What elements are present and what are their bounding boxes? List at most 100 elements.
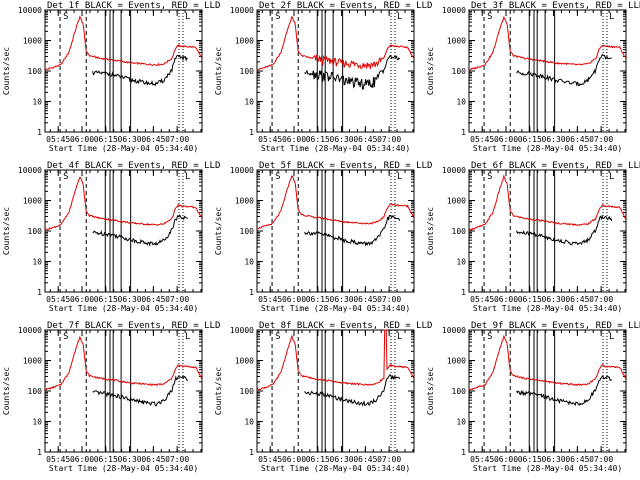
x-tick-label: 06:00 [494,455,518,464]
panel-9: Det_9f BLACK = Events, RED = LLD 1 10 100 10… [426,321,640,473]
x-tick-label: 05:45 [258,455,282,464]
y-tick-label: 1000 [235,357,254,366]
x-tick-label: 06:30 [118,135,142,144]
x-tick-label: 06:15 [94,295,118,304]
panel-6: Det_6f BLACK = Events, RED = LLD 1 10 100 10… [426,161,640,313]
y-tick-label: 1 [249,448,254,457]
series-black-events [92,374,189,407]
x-tick-label: 05:45 [470,135,494,144]
marker-l: L [609,172,614,182]
plot-frame [256,9,415,133]
x-tick-label: 07:00 [589,135,613,144]
y-tick-label: 1 [249,288,254,297]
x-tick-label: 06:45 [141,135,165,144]
marker-l: L [185,12,190,22]
y-tick-label: 100 [28,227,43,236]
series-black-events [304,54,401,90]
x-tick-label: 06:30 [118,455,142,464]
x-tick-label: 05:45 [46,295,70,304]
plot-frame [44,169,203,293]
x-axis-title: Start Time (28-May-04 05:34:40) [261,304,410,313]
y-tick-label: 10 [244,258,254,267]
x-tick-label: 06:45 [353,135,377,144]
marker-s: S [275,332,280,342]
y-tick-label: 1 [461,448,466,457]
x-tick-label: 06:30 [542,455,566,464]
marker-s: S [487,172,492,182]
y-axis-title: Counts/sec [214,367,223,415]
panel-title: Det_4f BLACK = Events, RED = LLD [47,161,220,171]
x-tick-label: 05:45 [470,295,494,304]
x-tick-label: 06:30 [330,455,354,464]
panel-title: Det_8f BLACK = Events, RED = LLD [259,321,432,331]
plot-frame [44,329,203,453]
x-tick-label: 07:00 [589,455,613,464]
plot-frame [468,329,627,453]
y-tick-label: 100 [28,67,43,76]
y-tick-label: 1000 [447,197,466,206]
y-axis-title: Counts/sec [2,207,11,255]
series-red-lld [256,329,415,391]
y-axis-title: Counts/sec [214,207,223,255]
x-tick-label: 06:15 [518,455,542,464]
x-tick-label: 06:15 [518,295,542,304]
marker-s: S [487,12,492,22]
x-tick-label: 06:00 [494,135,518,144]
x-tick-label: 07:00 [165,135,189,144]
x-axis-title: Start Time (28-May-04 05:34:40) [49,464,198,473]
panel-4: Det_4f BLACK = Events, RED = LLD 1 10 100 10… [2,161,220,313]
marker-l: L [609,12,614,22]
panel-title: Det_1f BLACK = Events, RED = LLD [47,1,220,11]
series-red-lld [44,335,203,391]
marker-l: L [397,12,402,22]
plot-frame [256,169,415,293]
panel-8: Det_8f BLACK = Events, RED = LLD 1 10 100 10… [214,321,432,473]
marker-s: S [275,12,280,22]
x-tick-label: 07:00 [589,295,613,304]
panel-title: Det_7f BLACK = Events, RED = LLD [47,321,220,331]
y-tick-label: 1000 [23,37,42,46]
series-red-lld [256,175,415,230]
x-tick-label: 06:30 [542,295,566,304]
y-tick-label: 1 [249,128,254,137]
panel-title: Det_2f BLACK = Events, RED = LLD [259,1,432,11]
y-axis-title: Counts/sec [426,47,435,95]
marker-s: S [487,332,492,342]
x-tick-label: 05:45 [470,455,494,464]
x-tick-label: 06:00 [282,455,306,464]
x-tick-label: 07:00 [377,455,401,464]
x-axis-title: Start Time (28-May-04 05:34:40) [49,144,198,153]
y-tick-label: 1 [461,288,466,297]
y-tick-label: 10000 [442,326,466,335]
plot-frame [256,329,415,453]
y-tick-label: 10000 [230,166,254,175]
y-tick-label: 10000 [18,166,42,175]
y-tick-label: 1000 [235,37,254,46]
x-tick-label: 06:30 [330,295,354,304]
y-tick-label: 1 [37,128,42,137]
x-tick-label: 06:45 [565,295,589,304]
x-tick-label: 06:00 [282,295,306,304]
y-tick-label: 100 [240,387,255,396]
y-tick-label: 100 [240,227,255,236]
y-tick-label: 1 [461,128,466,137]
marker-s: S [63,12,68,22]
marker-s: S [63,332,68,342]
marker-l: L [185,332,190,342]
panel-7: Det_7f BLACK = Events, RED = LLD 1 10 100 10… [2,321,220,473]
panel-title: Det_3f BLACK = Events, RED = LLD [471,1,640,11]
y-tick-label: 10000 [230,326,254,335]
y-tick-label: 10 [32,98,42,107]
y-axis-title: Counts/sec [2,47,11,95]
y-tick-label: 1000 [23,197,42,206]
y-tick-label: 10 [456,98,466,107]
x-axis-title: Start Time (28-May-04 05:34:40) [473,144,622,153]
panel-2: Det_2f BLACK = Events, RED = LLD 1 10 100 10… [214,1,432,153]
x-tick-label: 05:45 [46,135,70,144]
x-axis-title: Start Time (28-May-04 05:34:40) [261,464,410,473]
x-tick-label: 05:45 [258,295,282,304]
x-tick-label: 06:45 [141,455,165,464]
x-tick-label: 06:00 [494,295,518,304]
y-tick-label: 10000 [18,326,42,335]
